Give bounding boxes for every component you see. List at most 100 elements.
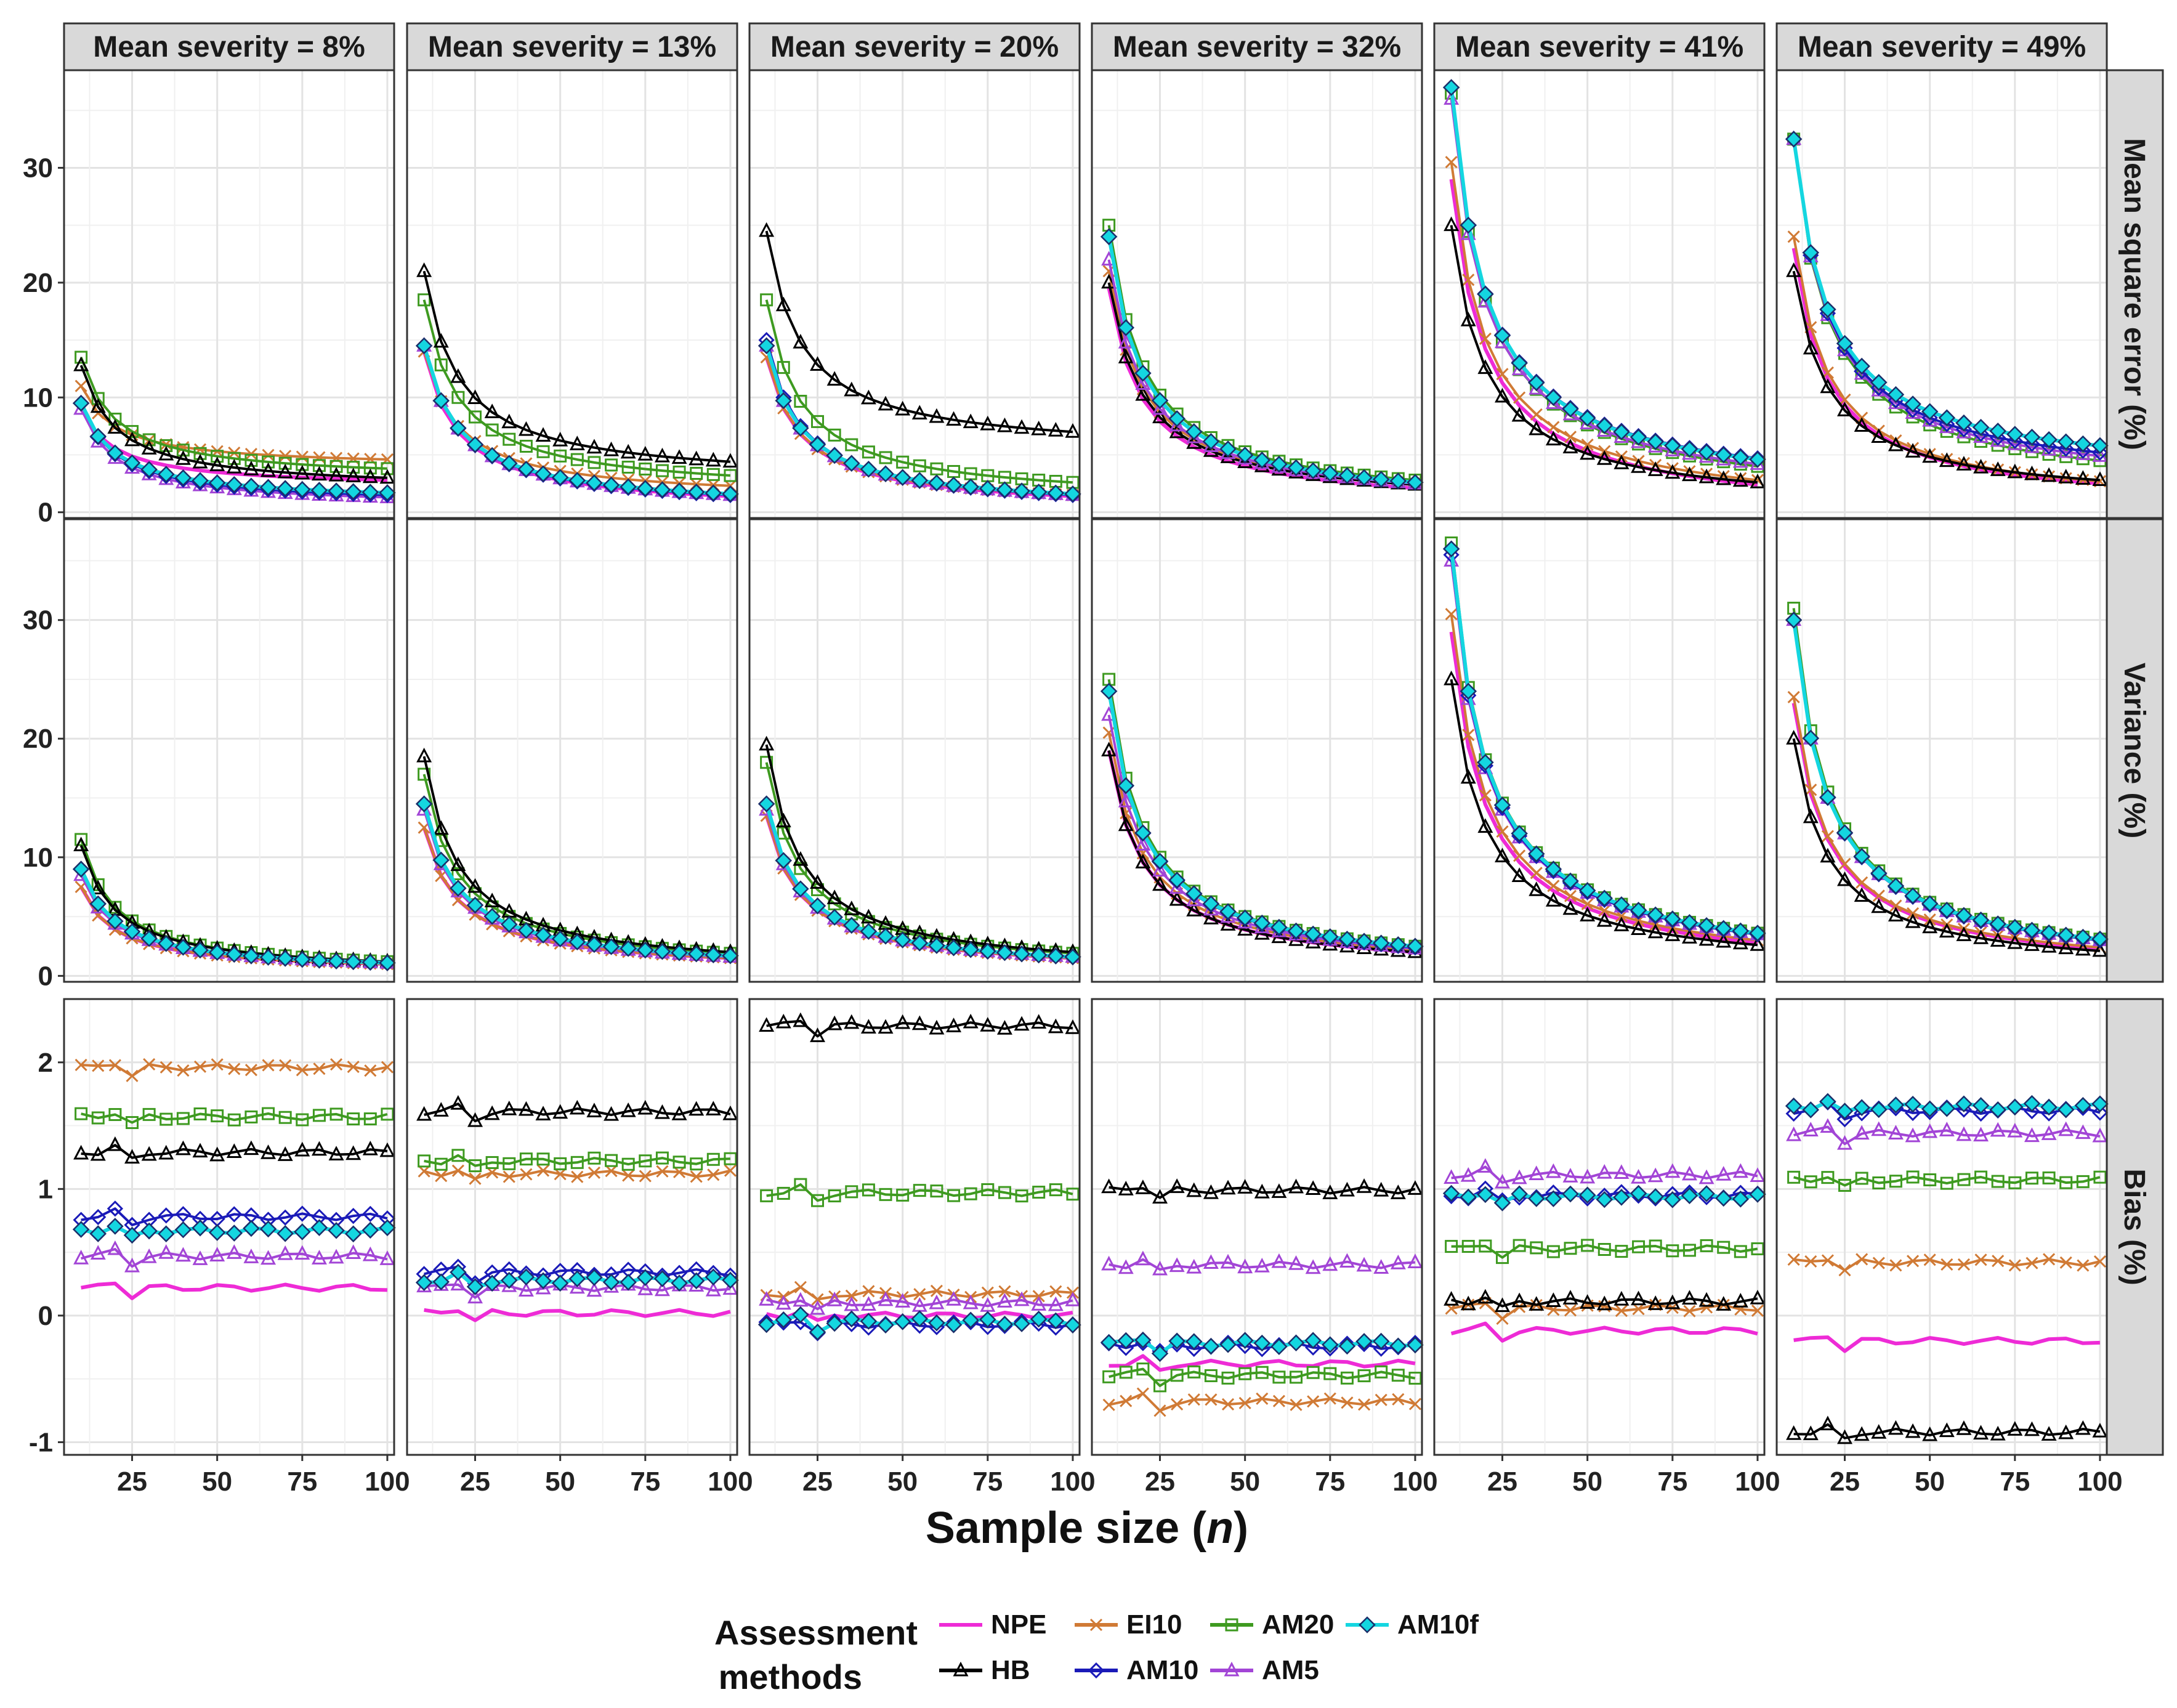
marker-AM10f (2023, 428, 2041, 446)
marker-EI10 (347, 1061, 360, 1074)
marker-HB (1681, 466, 1697, 482)
marker-AM5 (1750, 1167, 1766, 1183)
marker-AM20 (1597, 1243, 1611, 1257)
marker-AM5 (569, 1279, 585, 1294)
marker-AM20 (554, 449, 567, 463)
marker-AM10f (1185, 423, 1203, 440)
marker-HB (1101, 273, 1117, 289)
marker-AM10f (2057, 433, 2075, 451)
marker-AM20 (1787, 1170, 1801, 1184)
panel-border (1433, 69, 1766, 519)
marker-AM5 (810, 1300, 826, 1315)
axes: 0 10 20 30 0 10 20 30 -1 0 1 2 25 50 75 100 25 50 75 100 25 5… (23, 153, 2123, 1497)
marker-AM20 (1821, 1171, 1835, 1184)
marker-AM10f (1372, 471, 1390, 488)
marker-AM10f (1202, 432, 1220, 450)
panel-r1-c5 (1433, 69, 1766, 519)
marker-HB (379, 1142, 395, 1157)
marker-AM5 (345, 1244, 361, 1260)
marker-AM10f (1870, 374, 1888, 391)
marker-HB (2007, 934, 2023, 949)
marker-EI10 (1923, 1253, 1936, 1266)
marker-HB (535, 1106, 551, 1121)
marker-EI10 (1153, 1404, 1166, 1417)
marker-AM10f (277, 1225, 294, 1242)
marker-EI10 (2026, 1257, 2038, 1269)
marker-HB (1905, 443, 1921, 458)
marker-AM20 (1923, 1173, 1937, 1186)
marker-AM10f (344, 483, 362, 500)
marker-AM20 (469, 1159, 482, 1173)
marker-AM10 (2024, 1103, 2040, 1120)
marker-EI10 (1238, 1396, 1251, 1409)
marker-HB (586, 1103, 602, 1117)
marker-AM10f (1562, 872, 1579, 890)
marker-AM5 (2007, 1122, 2023, 1138)
x-tick-label: 25 (1487, 1467, 1517, 1497)
marker-EI10 (656, 1165, 669, 1178)
marker-AM5 (1647, 1167, 1663, 1183)
marker-AM10 (362, 1205, 379, 1222)
marker-AM20 (777, 361, 790, 374)
marker-AM10f (962, 941, 979, 958)
marker-HB (2024, 465, 2040, 480)
marker-AM10f (1681, 913, 1698, 931)
marker-HB (1665, 1294, 1681, 1309)
marker-AM10f (1407, 474, 1424, 491)
marker-HB (124, 431, 140, 447)
y-tick-label: 10 (23, 382, 53, 413)
marker-HB (433, 333, 449, 348)
marker-AM10f (1836, 824, 1854, 841)
marker-AM20 (227, 451, 241, 465)
marker-HB (586, 439, 602, 454)
marker-AM20 (570, 1156, 584, 1169)
panel-r3-c5 (1433, 998, 1766, 1456)
series-line-NPE (1449, 179, 1758, 487)
marker-AM10f (1613, 1189, 1630, 1206)
marker-AM10f (1372, 934, 1390, 952)
marker-AM10 (979, 1319, 996, 1335)
marker-EI10 (1872, 1257, 1885, 1269)
marker-AM10f (1715, 446, 1732, 464)
marker-AM10f (1338, 1337, 1356, 1355)
panel-border (1091, 69, 1423, 519)
marker-AM5 (1373, 1259, 1389, 1274)
marker-AM10f (1613, 423, 1630, 440)
marker-AM10f (551, 1274, 569, 1292)
marker-AM10f (1562, 400, 1579, 418)
marker-AM10f (2074, 435, 2092, 453)
marker-HB (1220, 1180, 1236, 1195)
marker-HB (345, 467, 361, 483)
marker-EI10 (1992, 1255, 2005, 1268)
marker-AM20 (2042, 1171, 2056, 1184)
marker-AM10f (1732, 1190, 1750, 1208)
marker-HB (604, 1106, 620, 1121)
marker-AM10f (894, 931, 911, 949)
series-line-HB (424, 1103, 731, 1123)
marker-AM10f (979, 942, 996, 960)
marker-AM10f (123, 454, 141, 472)
marker-AM10f (1355, 469, 1373, 487)
marker-EI10 (244, 1064, 257, 1077)
marker-AM5 (1665, 1163, 1681, 1178)
panel-r1-c3 (748, 69, 1081, 519)
marker-EI10 (1307, 1395, 1320, 1408)
marker-AM10f (1185, 1333, 1203, 1350)
marker-AM20 (1838, 1178, 1852, 1192)
marker-AM10f (192, 1219, 209, 1237)
marker-AM10 (1990, 429, 2006, 446)
marker-AM20 (588, 1151, 601, 1165)
marker-AM10f (344, 953, 362, 971)
marker-AM10f (1168, 410, 1185, 427)
marker-AM10f (1511, 354, 1528, 372)
marker-AM20 (1957, 1173, 1971, 1186)
marker-AM20 (706, 1152, 720, 1166)
marker-AM10f (1664, 910, 1681, 928)
marker-AM10f (379, 1219, 396, 1237)
marker-AM10f (1853, 848, 1870, 865)
marker-AM20 (1153, 1379, 1167, 1393)
marker-AM10f (551, 930, 569, 948)
marker-AM10f (1442, 540, 1460, 557)
marker-AM20 (142, 1107, 156, 1121)
marker-EI10 (588, 1166, 600, 1179)
